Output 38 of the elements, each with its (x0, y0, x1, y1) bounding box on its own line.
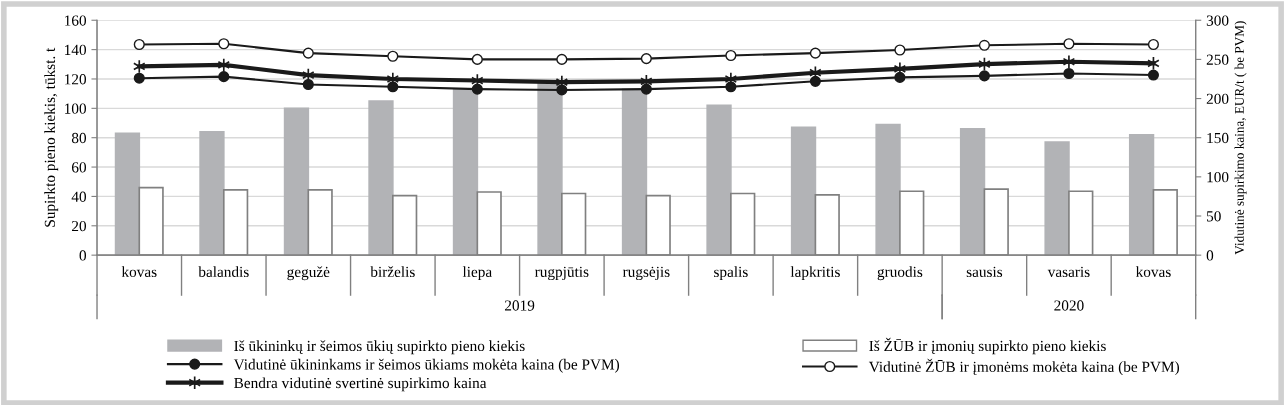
legend-label: Vidutinė ūkininkams ir šeimos ūkiams mokėta kaina (be PVM) (233, 358, 620, 373)
x-tick-label: balandis (198, 266, 249, 278)
y-tick-label: 140 (65, 44, 87, 56)
text: 2020 (1054, 300, 1084, 311)
y-axis-title: Supirkto pieno kiekis, tūkst. t (44, 47, 59, 227)
legend-label: Bendra vidutinė svertinė supirkimo kaina (234, 377, 487, 392)
x-tick-label: lapkritis (790, 266, 840, 281)
x-tick-label: sausis (966, 266, 1003, 278)
y2-tick-label: 150 (1207, 132, 1229, 144)
x-tick-label: liepa (462, 266, 492, 281)
legend-label: Iš ūkininkų ir šeimos ūkių supirkto pieno kiekis (234, 340, 525, 355)
y-tick-label: 80 (71, 132, 87, 144)
y-tick-label: 60 (71, 162, 87, 173)
x-tick-label: gruodis (877, 266, 923, 281)
x-tick-label: kovas (121, 266, 157, 278)
y-tick-label: 0 (79, 250, 87, 261)
y2-axis-title: Vidutinė supirkimo kaina, EUR/t ( be PVM) (1234, 21, 1247, 255)
text: 2019 (504, 300, 535, 311)
x-tick-label: vasaris (1047, 266, 1090, 278)
y2-tick-label: 250 (1206, 54, 1229, 65)
y-tick-label: 160 (65, 15, 87, 26)
y-tick-label: 20 (71, 220, 87, 232)
y-tick-label: 100 (65, 103, 87, 114)
x-tick-label: rugsėjis (622, 266, 670, 281)
y2-tick-label: 200 (1206, 93, 1229, 104)
x-tick-label: kovas (1135, 266, 1171, 278)
y-tick-label: 40 (71, 191, 87, 202)
x-tick-label: spalis (714, 266, 748, 281)
y2-tick-label: 300 (1206, 15, 1229, 26)
y2-tick-label: 0 (1206, 250, 1214, 261)
x-tick-label: birželis (370, 266, 415, 278)
legend-label: Vidutinė ŽŪB ir įmonėms mokėta kaina (be PVM) (868, 358, 1180, 376)
y2-tick-label: 100 (1207, 171, 1229, 183)
x-tick-label: gegužė (287, 266, 330, 281)
x-tick-label: rugpjūtis (534, 266, 589, 281)
y-tick-label: 120 (65, 74, 87, 85)
y2-tick-label: 50 (1207, 211, 1221, 222)
legend-label: Iš ŽŪB ir įmonių supirkto pieno kiekis (869, 337, 1106, 355)
